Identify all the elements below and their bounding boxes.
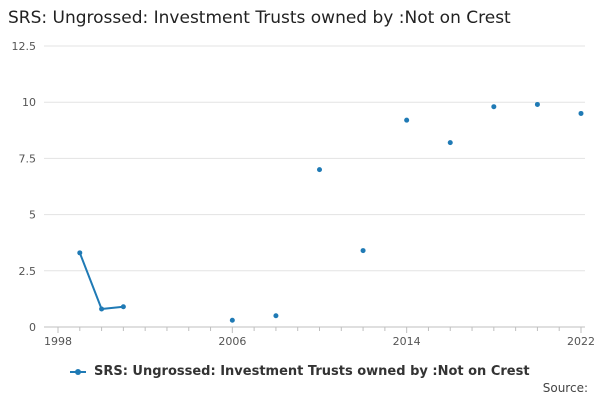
tick-labels: 0 2.5 5 7.5 10 12.5 1998 2006 2014 2022: [12, 40, 596, 348]
y-tick-label: 0: [29, 321, 36, 334]
y-tick-label: 10: [22, 96, 36, 109]
x-tick-label: 2022: [567, 335, 595, 348]
x-axis: [44, 326, 585, 333]
y-tick-label: 5: [29, 209, 36, 222]
data-point: [99, 306, 105, 312]
x-tick-label: 2014: [393, 335, 421, 348]
data-point: [534, 101, 540, 107]
legend-series-symbol: [70, 367, 87, 377]
data-point: [120, 304, 126, 310]
series-layer: [77, 101, 584, 323]
data-point: [273, 313, 279, 319]
data-point: [447, 140, 453, 146]
x-tick-label: 1998: [44, 335, 72, 348]
data-point: [229, 317, 235, 323]
legend-series-label: SRS: Ungrossed: Investment Trusts owned …: [93, 364, 530, 379]
legend[interactable]: SRS: Ungrossed: Investment Trusts owned …: [0, 364, 600, 379]
y-tick-label: 12.5: [12, 40, 37, 53]
chart-title: SRS: Ungrossed: Investment Trusts owned …: [8, 8, 511, 28]
data-point: [491, 104, 497, 110]
series-line-segment: [100, 305, 125, 311]
data-point: [404, 117, 410, 123]
y-tick-label: 2.5: [19, 265, 37, 278]
data-point: [317, 167, 322, 173]
data-point: [360, 248, 366, 254]
x-tick-label: 2006: [218, 335, 246, 348]
source-label: Source:: [542, 381, 588, 395]
data-point: [578, 110, 584, 116]
data-point: [77, 250, 83, 256]
series-line-segment: [78, 251, 103, 311]
y-tick-label: 7.5: [19, 152, 37, 165]
grid-layer: [44, 45, 585, 272]
